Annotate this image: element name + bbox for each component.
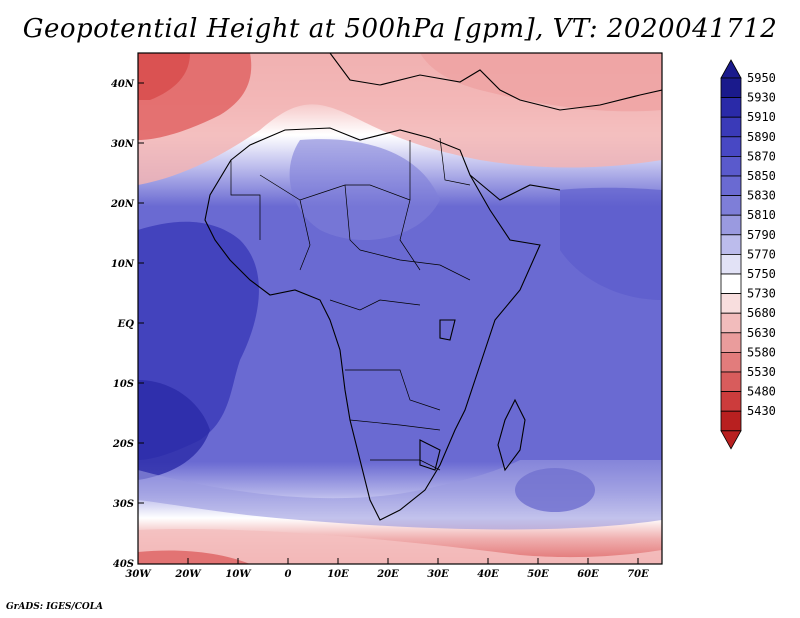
colorbar-label: 5430 bbox=[747, 404, 776, 418]
lat-label: 20N bbox=[110, 199, 135, 210]
lat-label: 30N bbox=[111, 139, 135, 150]
colorbar-label: 5630 bbox=[747, 326, 776, 340]
colorbar-swatch bbox=[720, 371, 742, 393]
lon-label: 60E bbox=[577, 569, 599, 580]
lat-label: 40S bbox=[113, 559, 134, 570]
colorbar-bottom-arrow bbox=[720, 430, 742, 450]
lon-label: 0 bbox=[285, 569, 292, 580]
colorbar-swatch bbox=[720, 116, 742, 138]
colorbar-label: 5580 bbox=[747, 345, 776, 359]
colorbar-label: 5680 bbox=[747, 306, 776, 320]
colorbar-label: 5870 bbox=[747, 149, 776, 163]
lon-label: 20W bbox=[174, 569, 202, 580]
map-field bbox=[138, 53, 662, 564]
colorbar-label: 5950 bbox=[747, 71, 776, 85]
lon-label: 30E bbox=[427, 569, 449, 580]
colorbar-label: 5850 bbox=[747, 169, 776, 183]
lat-label: 40N bbox=[111, 79, 135, 90]
lon-label: 10E bbox=[327, 569, 349, 580]
colorbar-label: 5480 bbox=[747, 385, 776, 399]
colorbar-swatch bbox=[720, 253, 742, 275]
colorbar-swatch bbox=[720, 97, 742, 118]
lon-label: 10W bbox=[225, 569, 252, 580]
colorbar-swatch bbox=[720, 77, 742, 99]
colorbar: 5950 5930 5910 5890 5870 5850 5830 5810 5790 5770… bbox=[720, 59, 776, 450]
colorbar-swatch bbox=[720, 155, 742, 177]
colorbar-label: 5830 bbox=[747, 189, 776, 203]
lat-label: EQ bbox=[117, 319, 135, 330]
colorbar-swatch bbox=[720, 351, 742, 373]
lon-axis: 30W 20W 10W 0 10E 20E 30E 40E 50E 60E 70… bbox=[125, 558, 649, 580]
colorbar-swatch bbox=[720, 410, 742, 432]
colorbar-swatch bbox=[720, 175, 742, 197]
colorbar-swatch bbox=[720, 312, 742, 334]
colorbar-label: 5930 bbox=[747, 91, 776, 105]
lon-label: 50E bbox=[527, 569, 549, 580]
colorbar-swatch bbox=[720, 214, 742, 236]
credit-text: GrADS: IGES/COLA bbox=[6, 602, 104, 612]
colorbar-swatch bbox=[720, 293, 742, 314]
colorbar-label: 5530 bbox=[747, 365, 776, 379]
lat-label: 20S bbox=[112, 439, 134, 450]
colorbar-label: 5730 bbox=[747, 287, 776, 301]
colorbar-label: 5790 bbox=[747, 228, 776, 242]
colorbar-label: 5810 bbox=[747, 208, 776, 222]
lon-label: 20E bbox=[376, 569, 399, 580]
lon-label: 30W bbox=[125, 569, 152, 580]
map-frame bbox=[137, 52, 663, 565]
lon-label: 70E bbox=[627, 569, 649, 580]
lat-label: 10N bbox=[111, 259, 135, 270]
colorbar-swatch bbox=[720, 273, 742, 295]
colorbar-top-arrow bbox=[720, 59, 742, 79]
colorbar-swatch bbox=[720, 195, 742, 216]
chart-title: Geopotential Height at 500hPa [gpm], VT:… bbox=[22, 14, 778, 44]
country-borders bbox=[230, 137, 471, 471]
colorbar-swatch bbox=[720, 234, 742, 255]
colorbar-swatch bbox=[720, 136, 742, 157]
colorbar-label: 5890 bbox=[747, 130, 776, 144]
lat-label: 10S bbox=[113, 379, 134, 390]
lat-axis: 40N 30N 20N 10N EQ 10S 20S 30S 40S bbox=[110, 79, 144, 570]
colorbar-label: 5770 bbox=[747, 247, 776, 261]
colorbar-label: 5750 bbox=[747, 267, 776, 281]
lat-label: 30S bbox=[113, 499, 134, 510]
colorbar-label: 5910 bbox=[747, 110, 776, 124]
colorbar-swatch bbox=[720, 332, 742, 353]
coastlines bbox=[204, 53, 662, 521]
colorbar-swatch bbox=[720, 391, 742, 412]
lon-label: 40E bbox=[477, 569, 499, 580]
